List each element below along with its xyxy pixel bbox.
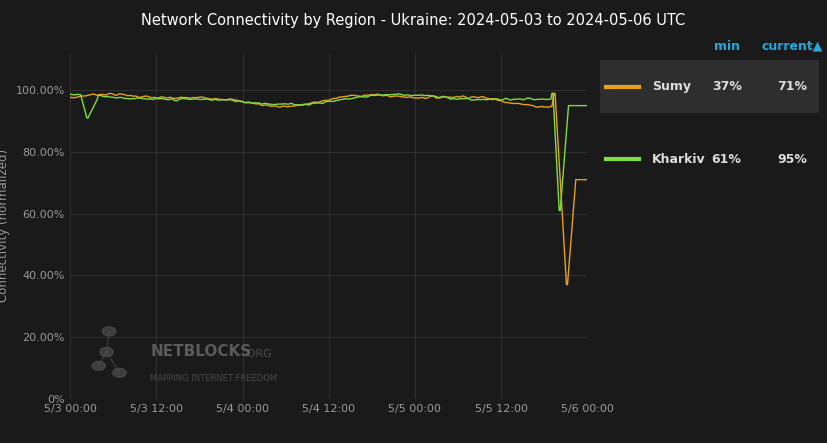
Text: 37%: 37% xyxy=(712,80,742,93)
Text: .ORG: .ORG xyxy=(243,349,272,359)
Circle shape xyxy=(112,368,126,377)
Text: NETBLOCKS: NETBLOCKS xyxy=(151,344,251,359)
Y-axis label: Connectivity (normalized): Connectivity (normalized) xyxy=(0,149,10,303)
Text: Network Connectivity by Region - Ukraine: 2024-05-03 to 2024-05-06 UTC: Network Connectivity by Region - Ukraine… xyxy=(141,13,686,28)
Point xyxy=(601,84,611,89)
Text: current▲: current▲ xyxy=(762,39,823,53)
FancyBboxPatch shape xyxy=(600,60,819,113)
Text: MAPPING INTERNET FREEDOM: MAPPING INTERNET FREEDOM xyxy=(151,374,278,383)
Point xyxy=(601,157,611,162)
Point xyxy=(634,157,644,162)
Text: Kharkiv: Kharkiv xyxy=(653,153,705,166)
Circle shape xyxy=(92,361,106,370)
Text: Sumy: Sumy xyxy=(653,80,691,93)
Text: 71%: 71% xyxy=(777,80,807,93)
Circle shape xyxy=(103,327,116,336)
Text: 95%: 95% xyxy=(777,153,807,166)
Point xyxy=(634,84,644,89)
Text: min: min xyxy=(714,39,739,53)
Text: 61%: 61% xyxy=(712,153,742,166)
Circle shape xyxy=(100,348,113,357)
